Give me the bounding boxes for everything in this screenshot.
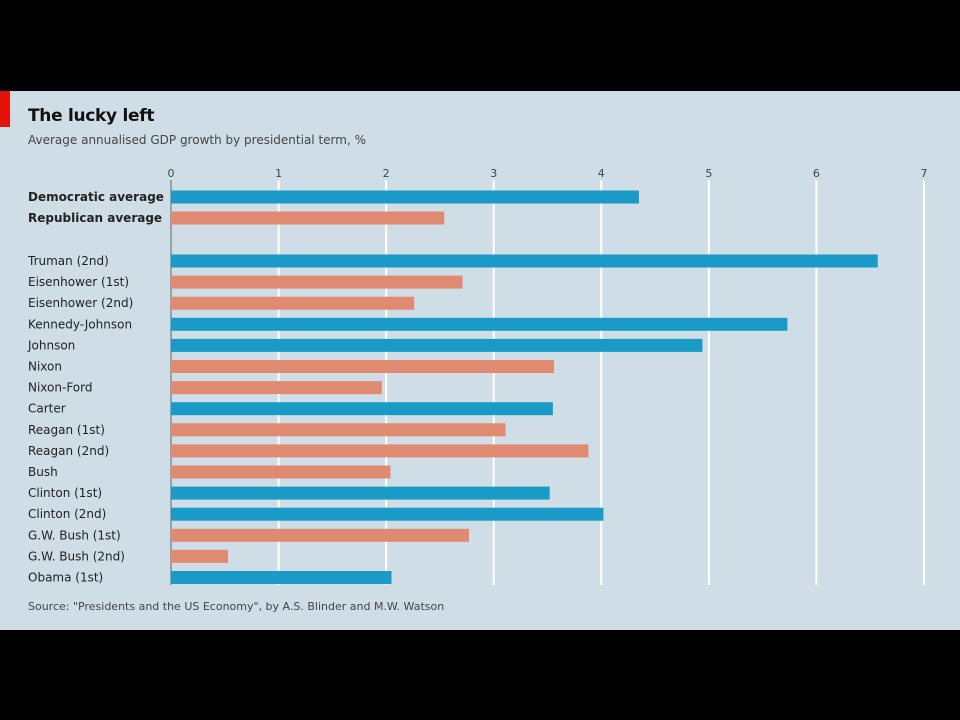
category-label: Reagan (2nd): [28, 444, 109, 458]
bar-republican: [171, 528, 469, 542]
x-tick-label: 4: [598, 167, 605, 180]
bar-republican: [171, 465, 391, 479]
category-label: Kennedy-Johnson: [28, 317, 132, 331]
bar-republican: [171, 381, 382, 395]
x-tick-label: 6: [813, 167, 820, 180]
bar-democratic: [171, 338, 703, 352]
bar-republican: [171, 296, 415, 310]
x-tick-label: 5: [705, 167, 712, 180]
bar-democratic: [171, 571, 392, 584]
x-tick-label: 2: [383, 167, 390, 180]
category-label: Reagan (1st): [28, 423, 105, 437]
bar-democratic: [171, 402, 553, 416]
chart-source: Source: "Presidents and the US Economy",…: [28, 600, 445, 613]
brand-accent-tab: [0, 91, 10, 127]
category-label: Bush: [28, 465, 58, 479]
bar-republican: [171, 444, 589, 458]
x-tick-label: 1: [275, 167, 282, 180]
category-label: Nixon: [28, 360, 62, 374]
category-label: Johnson: [27, 338, 75, 352]
category-label: Republican average: [28, 211, 162, 225]
category-label: Nixon-Ford: [28, 381, 92, 395]
category-label: Truman (2nd): [27, 254, 109, 268]
category-label: Democratic average: [28, 190, 164, 204]
chart-title: The lucky left: [28, 106, 155, 126]
bar-democratic: [171, 317, 788, 331]
bar-republican: [171, 360, 554, 373]
category-label: Eisenhower (2nd): [28, 296, 133, 310]
bar-democratic: [171, 254, 878, 268]
x-tick-label: 7: [921, 167, 928, 180]
category-label: Eisenhower (1st): [28, 275, 129, 289]
bar-democratic: [171, 486, 550, 500]
x-tick-label: 3: [490, 167, 497, 180]
bar-republican: [171, 275, 463, 289]
category-label: Clinton (1st): [28, 486, 102, 500]
category-label: Clinton (2nd): [28, 507, 106, 521]
bar-democratic: [171, 190, 639, 204]
category-label: Carter: [28, 402, 66, 416]
category-label: Obama (1st): [28, 571, 103, 585]
category-label: G.W. Bush (2nd): [28, 549, 125, 563]
x-tick-label: 0: [168, 167, 175, 180]
chart-subtitle: Average annualised GDP growth by preside…: [28, 133, 366, 147]
bar-democratic: [171, 507, 604, 521]
category-label: G.W. Bush (1st): [28, 528, 121, 542]
bar-republican: [171, 549, 229, 563]
bar-republican: [171, 211, 445, 225]
bar-republican: [171, 423, 506, 437]
